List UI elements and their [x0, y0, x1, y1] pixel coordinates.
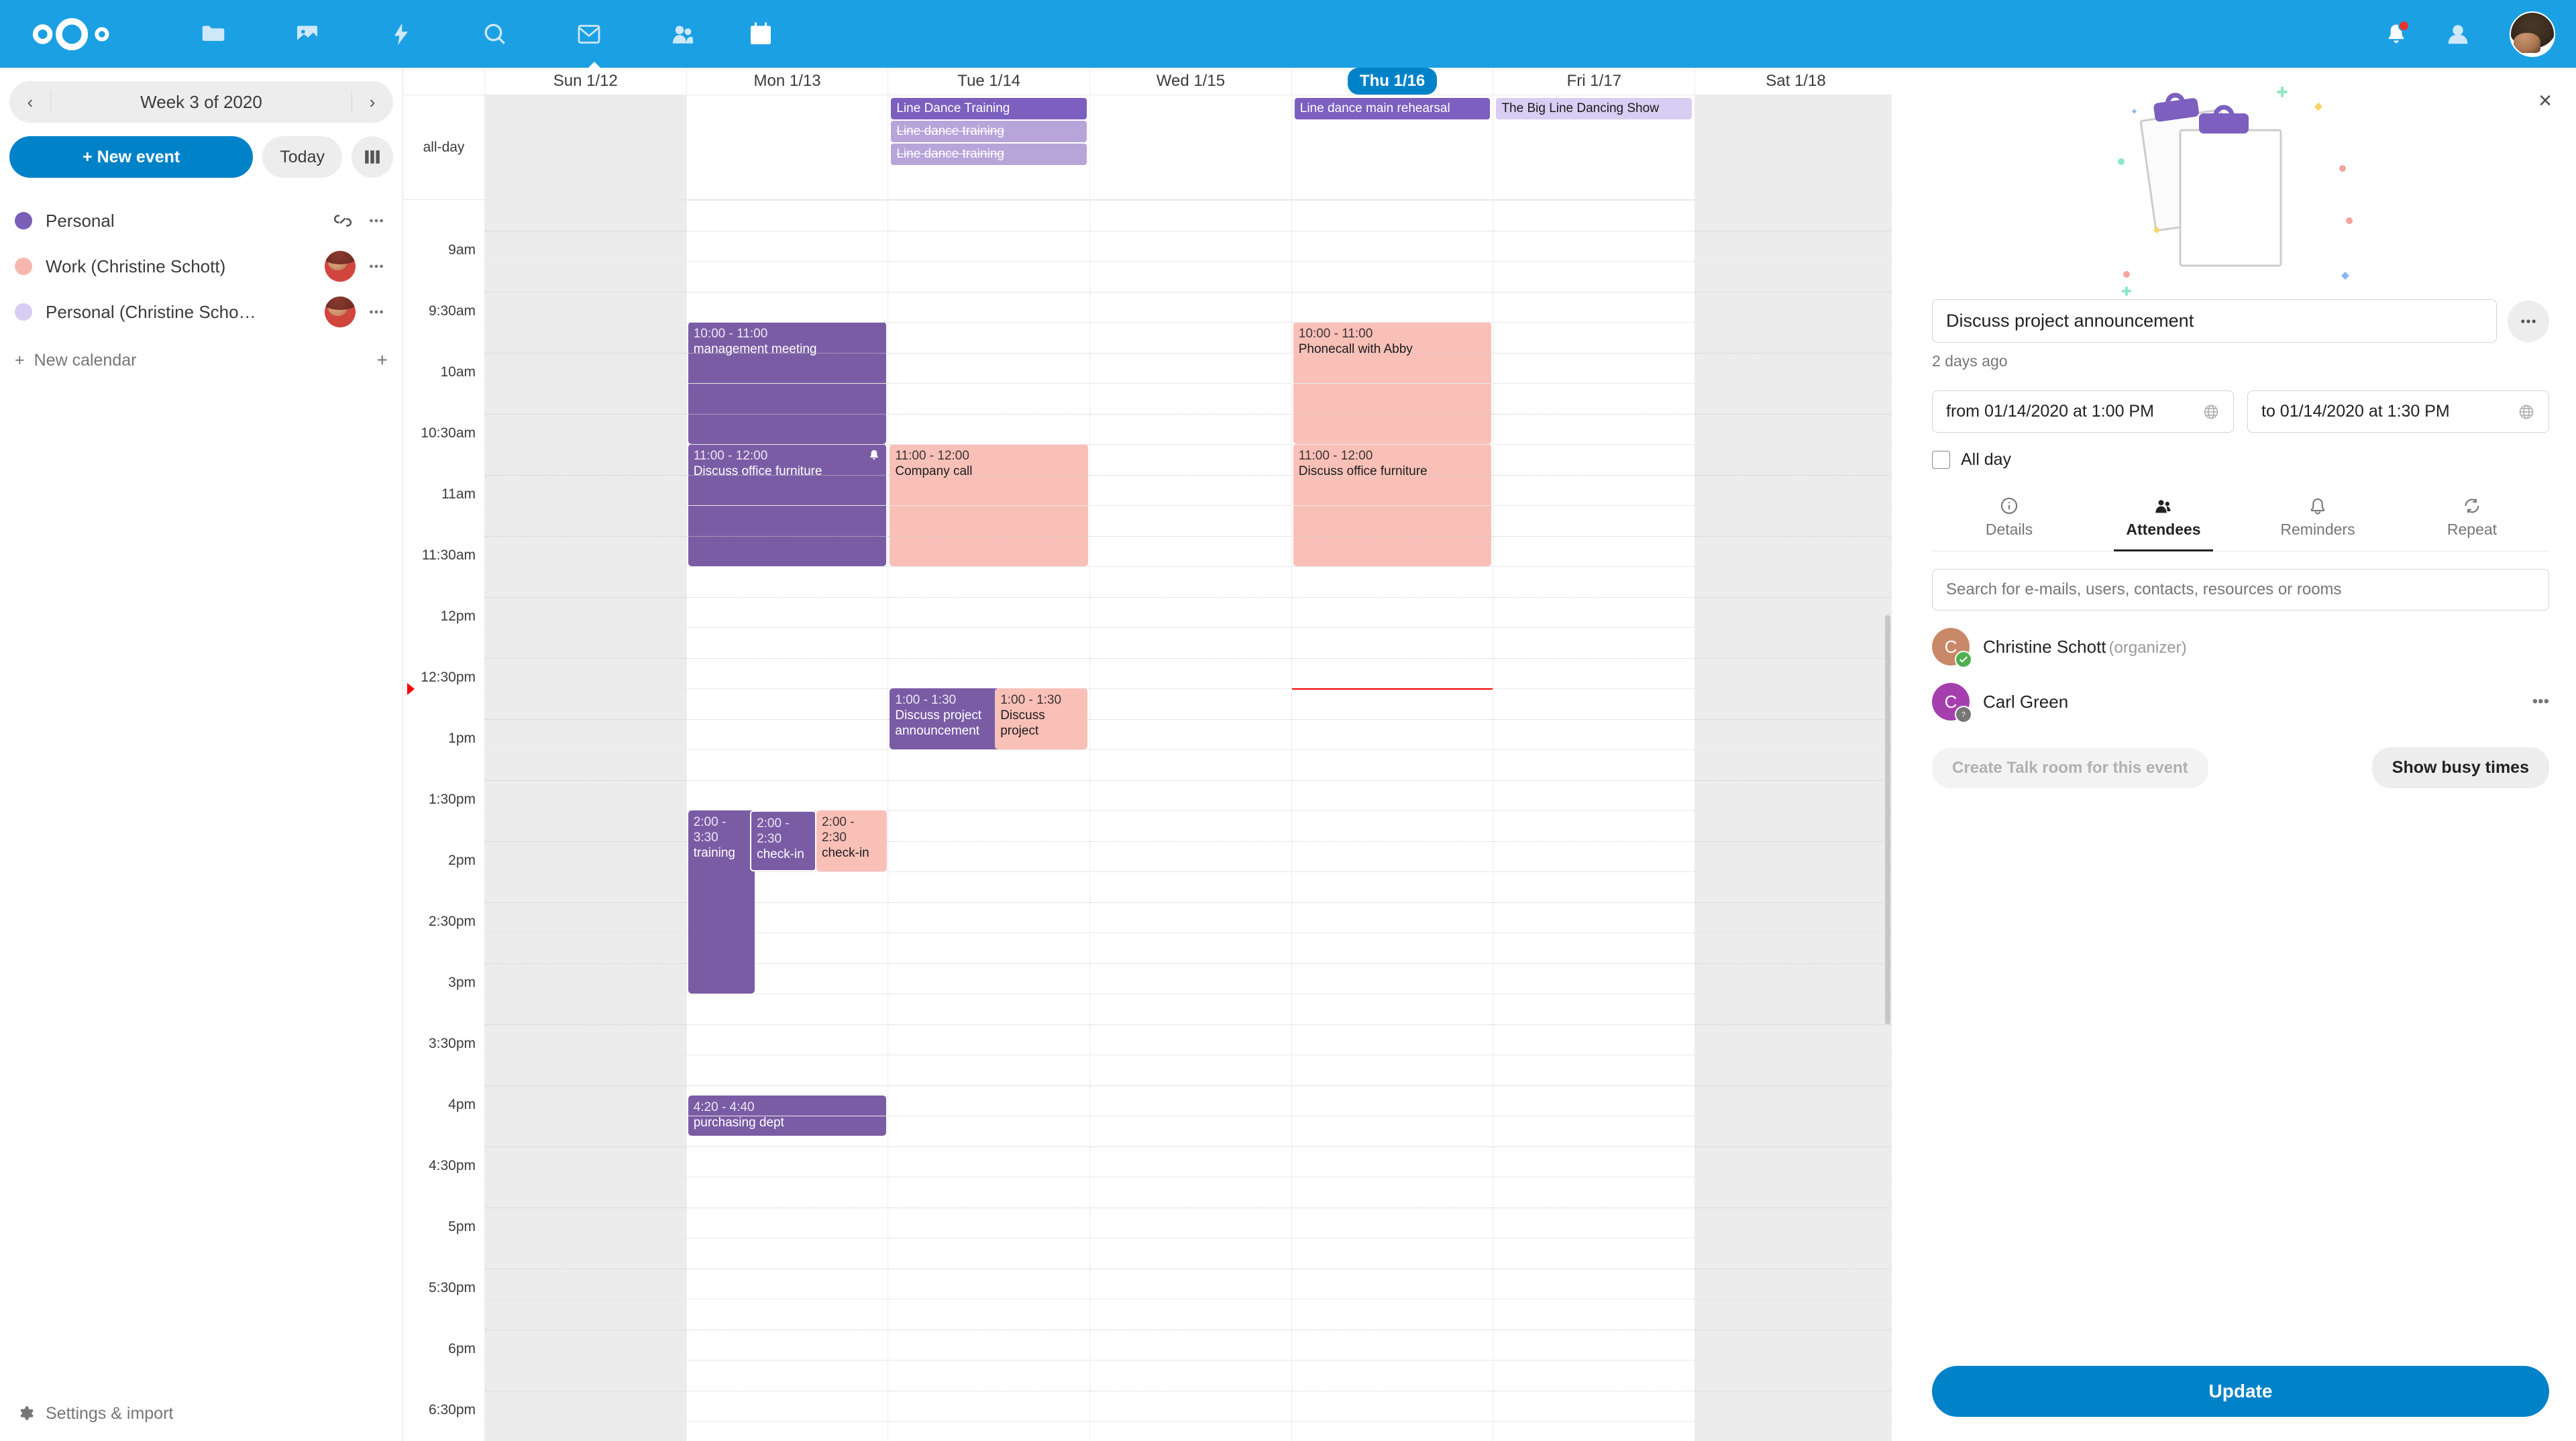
- svg-text:?: ?: [1962, 710, 1966, 718]
